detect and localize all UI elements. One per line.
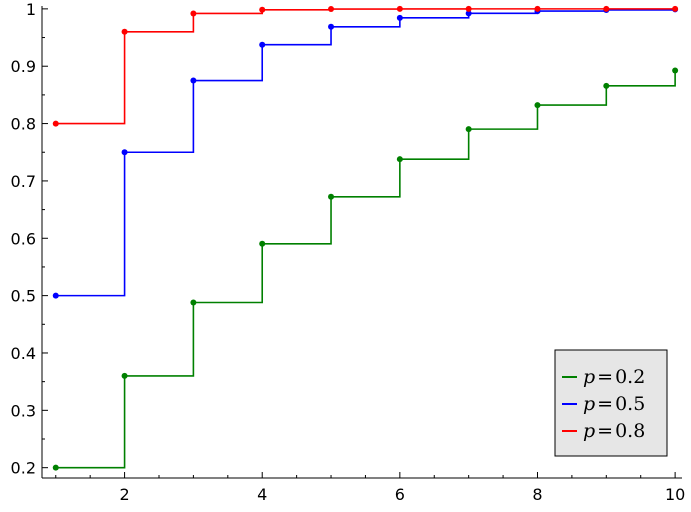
y-tick-label: 0.2 (11, 459, 36, 478)
series-p-0.8 (52, 5, 679, 127)
data-point (396, 5, 403, 12)
x-tick-label: 10 (665, 485, 685, 504)
data-point (52, 464, 59, 471)
legend-label: p = 0.5 (583, 393, 645, 415)
series-p-0.2 (52, 67, 679, 471)
data-point (603, 82, 610, 89)
data-point (328, 23, 335, 30)
series-layer (52, 5, 679, 471)
data-point (465, 10, 472, 17)
series-line (55, 9, 676, 297)
legend-entry: p = 0.2 (562, 366, 645, 388)
x-tick-label: 6 (395, 485, 405, 504)
legend-label-value: 0.5 (615, 393, 645, 415)
legend-label-variable: p (583, 420, 595, 442)
data-point (121, 28, 128, 35)
legend: p = 0.2p = 0.5p = 0.8 (554, 349, 668, 457)
data-point (396, 14, 403, 21)
legend-label: p = 0.2 (583, 366, 645, 388)
data-point (190, 299, 197, 306)
data-point (603, 5, 610, 12)
data-point (190, 77, 197, 84)
data-point (52, 292, 59, 299)
data-point (121, 372, 128, 379)
x-tick-label: 4 (257, 485, 267, 504)
legend-label-variable: p (583, 366, 595, 388)
legend-label-variable: p (583, 393, 595, 415)
legend-label-operator: = (597, 366, 613, 388)
data-point (190, 10, 197, 17)
data-point (672, 5, 679, 12)
legend-entry: p = 0.5 (562, 393, 645, 415)
data-point (259, 41, 266, 48)
y-tick-label: 0.6 (11, 229, 36, 248)
data-point (465, 5, 472, 12)
data-point (121, 149, 128, 156)
data-point (328, 193, 335, 200)
data-point (259, 6, 266, 13)
legend-label-operator: = (597, 393, 613, 415)
y-tick-label: 0.7 (11, 172, 36, 191)
legend-label-value: 0.8 (615, 420, 645, 442)
x-tick-label: 2 (119, 485, 129, 504)
data-point (465, 126, 472, 133)
data-point (396, 156, 403, 163)
data-point (534, 102, 541, 109)
data-point (328, 6, 335, 13)
legend-label-operator: = (597, 420, 613, 442)
y-tick-label: 0.4 (11, 344, 36, 363)
y-tick-label: 0.8 (11, 115, 36, 134)
y-tick-label: 1 (26, 0, 36, 19)
data-point (52, 120, 59, 127)
series-line (55, 70, 676, 469)
legend-entry: p = 0.8 (562, 420, 645, 442)
data-point (259, 240, 266, 247)
y-tick-label: 0.5 (11, 287, 36, 306)
data-point (672, 67, 679, 74)
data-point (534, 5, 541, 12)
y-tick-label: 0.9 (11, 57, 36, 76)
legend-label-value: 0.2 (615, 366, 645, 388)
legend-label: p = 0.8 (583, 420, 645, 442)
series-p-0.5 (52, 6, 679, 299)
axes: 2 4 6 8 10 0.2 0.3 0.4 0.5 0.6 0.7 0.8 0.9 1 (11, 0, 686, 504)
y-tick-label: 0.3 (11, 401, 36, 420)
x-tick-label: 8 (532, 485, 542, 504)
